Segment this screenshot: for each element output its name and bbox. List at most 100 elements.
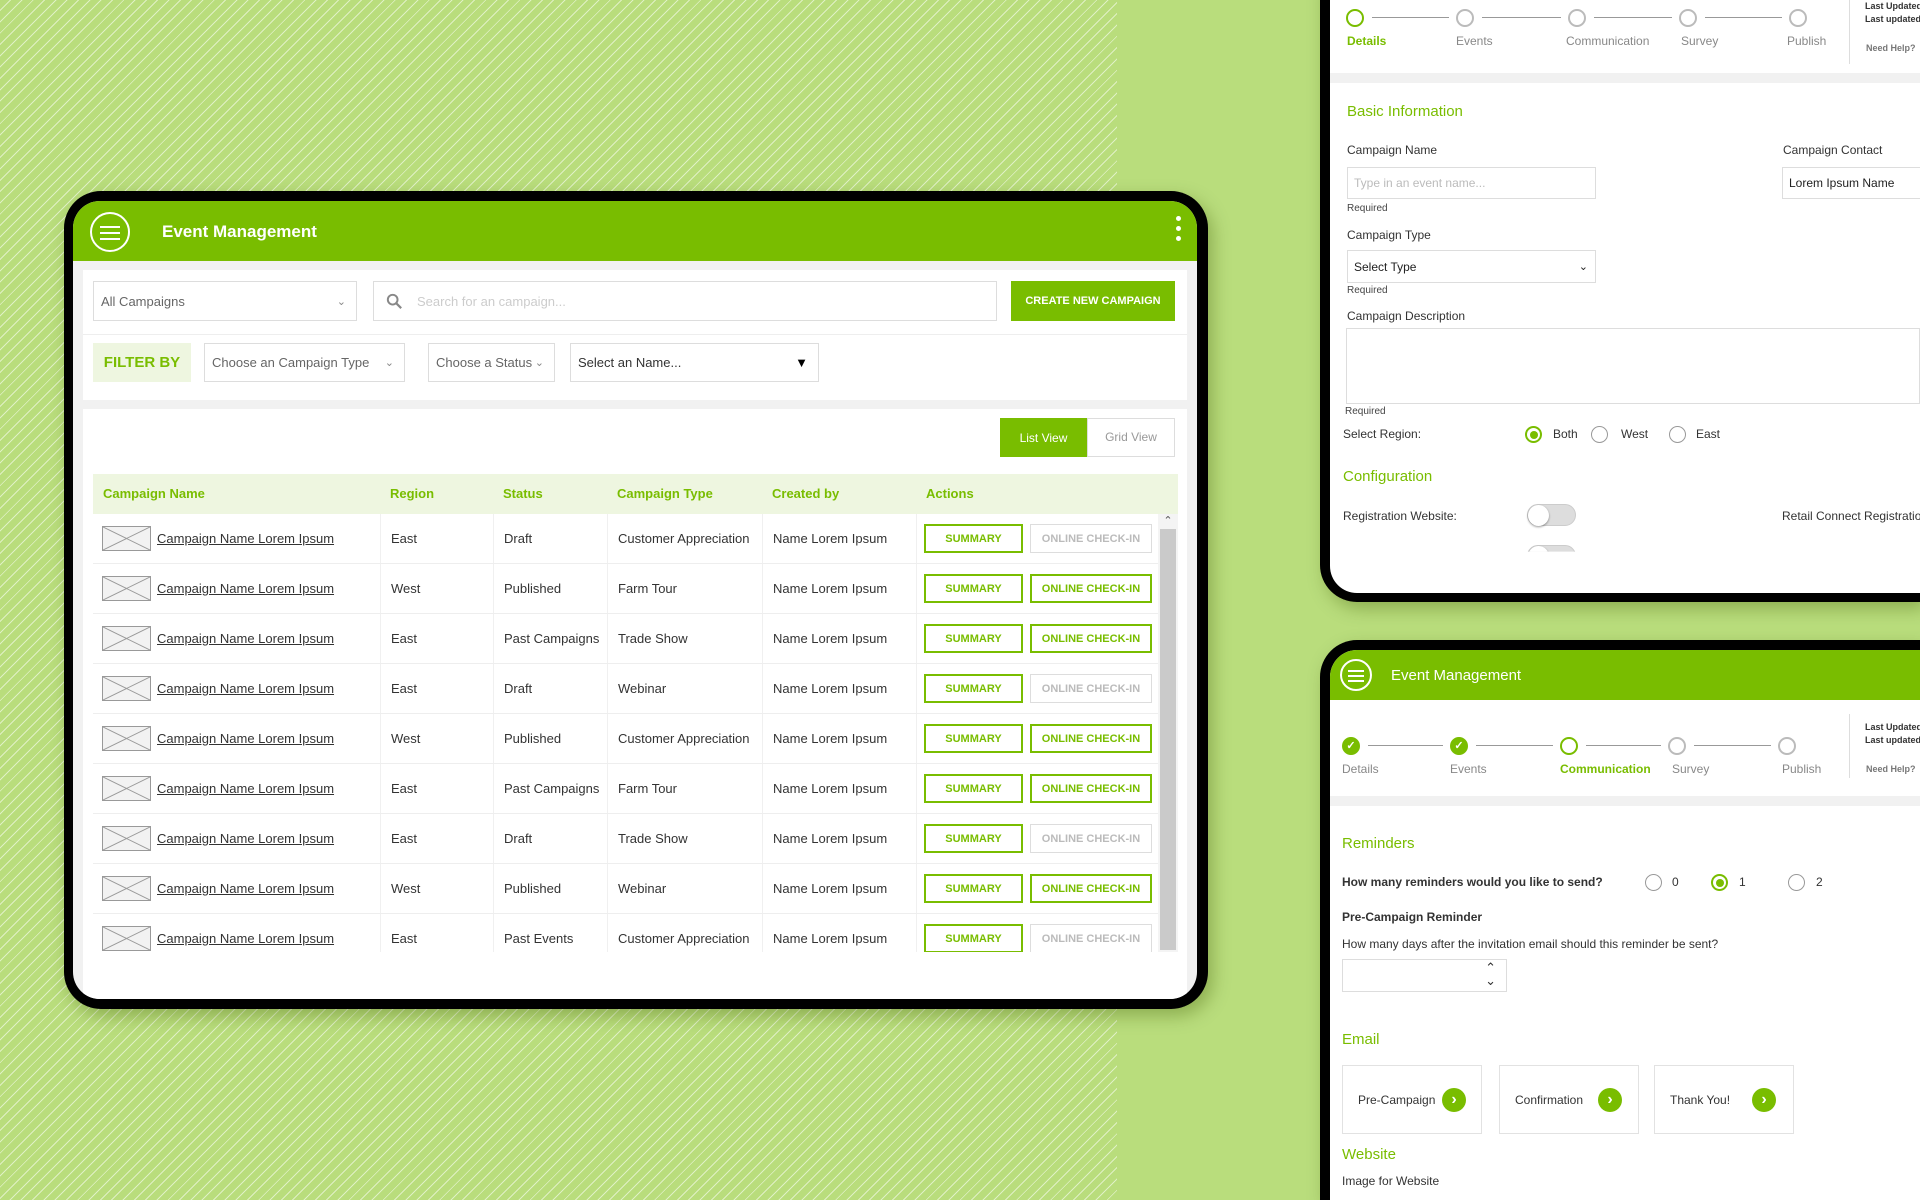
campaign-name-link[interactable]: Campaign Name Lorem Ipsum: [157, 781, 335, 796]
campaign-name-link[interactable]: Campaign Name Lorem Ipsum: [157, 831, 335, 846]
created-by-cell: Name Lorem Ipsum: [762, 864, 887, 913]
campaign-contact-input[interactable]: Lorem Ipsum Name: [1782, 167, 1920, 199]
step-complete-check-icon[interactable]: ✓: [1450, 737, 1468, 755]
days-number-stepper[interactable]: ⌃ ⌄: [1342, 959, 1507, 992]
table-body: Campaign Name Lorem Ipsum East Draft Cus…: [93, 514, 1158, 952]
campaign-name-link[interactable]: Campaign Name Lorem Ipsum: [157, 881, 335, 896]
step-circle-icon[interactable]: [1346, 9, 1364, 27]
campaign-name-link[interactable]: Campaign Name Lorem Ipsum: [157, 681, 335, 696]
reminder-radio-2[interactable]: [1788, 874, 1805, 891]
step-circle-icon[interactable]: [1789, 9, 1807, 27]
online-check-in-button[interactable]: ONLINE CHECK-IN: [1030, 624, 1152, 653]
kebab-icon[interactable]: [1176, 216, 1181, 241]
step-circle-icon[interactable]: [1778, 737, 1796, 755]
list-view-button[interactable]: List View: [1000, 418, 1087, 457]
region-radio-east[interactable]: [1669, 426, 1686, 443]
campaign-name-link[interactable]: Campaign Name Lorem Ipsum: [157, 931, 335, 946]
scrollbar-thumb[interactable]: [1160, 529, 1176, 950]
reminder-radio-0[interactable]: [1645, 874, 1662, 891]
email-card-pre-campaign[interactable]: Pre-Campaign ›: [1342, 1065, 1482, 1134]
summary-button[interactable]: SUMMARY: [924, 524, 1023, 553]
column-header[interactable]: Created by: [772, 486, 840, 501]
campaign-type-select[interactable]: Select Type ⌄: [1347, 250, 1596, 283]
step-label[interactable]: Details: [1347, 34, 1387, 48]
region-radio-west[interactable]: [1591, 426, 1608, 443]
stepper-up-icon[interactable]: ⌃: [1485, 960, 1496, 975]
summary-button[interactable]: SUMMARY: [924, 824, 1023, 853]
email-card-thank-you[interactable]: Thank You! ›: [1654, 1065, 1794, 1134]
step-circle-icon[interactable]: [1456, 9, 1474, 27]
step-connector: [1368, 745, 1443, 746]
campaign-name-link[interactable]: Campaign Name Lorem Ipsum: [157, 631, 335, 646]
campaign-name-input[interactable]: Type in an event name...: [1347, 167, 1596, 199]
step-label[interactable]: Survey: [1672, 762, 1710, 776]
step-label[interactable]: Publish: [1782, 762, 1822, 776]
online-check-in-button[interactable]: ONLINE CHECK-IN: [1030, 574, 1152, 603]
chevron-right-circle-icon[interactable]: ›: [1598, 1088, 1622, 1112]
summary-button[interactable]: SUMMARY: [924, 724, 1023, 753]
step-connector: [1705, 17, 1782, 18]
column-header[interactable]: Status: [503, 486, 543, 501]
online-check-in-button[interactable]: ONLINE CHECK-IN: [1030, 924, 1152, 952]
step-label[interactable]: Communication: [1560, 762, 1651, 776]
step-label[interactable]: Publish: [1787, 34, 1827, 48]
step-circle-icon[interactable]: [1668, 737, 1686, 755]
table-row: Campaign Name Lorem Ipsum East Draft Cus…: [93, 514, 1158, 564]
column-header[interactable]: Campaign Name: [103, 486, 205, 501]
chevron-right-circle-icon[interactable]: ›: [1442, 1088, 1466, 1112]
campaign-name-link[interactable]: Campaign Name Lorem Ipsum: [157, 581, 335, 596]
status-select[interactable]: Choose a Status ⌄: [428, 343, 555, 382]
online-check-in-button[interactable]: ONLINE CHECK-IN: [1030, 524, 1152, 553]
summary-button[interactable]: SUMMARY: [924, 924, 1023, 952]
actions-cell: [916, 914, 1158, 952]
grid-view-button[interactable]: Grid View: [1087, 418, 1175, 457]
hamburger-icon[interactable]: [1340, 659, 1372, 691]
summary-button[interactable]: SUMMARY: [924, 624, 1023, 653]
stepper-down-icon[interactable]: ⌄: [1485, 973, 1496, 988]
online-check-in-button[interactable]: ONLINE CHECK-IN: [1030, 874, 1152, 903]
step-label[interactable]: Events: [1450, 762, 1487, 776]
reminder-label-0: 0: [1672, 875, 1679, 889]
step-label[interactable]: Communication: [1566, 34, 1650, 48]
online-check-in-button[interactable]: ONLINE CHECK-IN: [1030, 674, 1152, 703]
hamburger-icon[interactable]: [90, 212, 130, 252]
status-cell: Draft: [493, 814, 532, 863]
create-new-campaign-button[interactable]: CREATE NEW CAMPAIGN: [1011, 281, 1175, 321]
region-radio-both[interactable]: [1525, 426, 1542, 443]
summary-button[interactable]: SUMMARY: [924, 674, 1023, 703]
need-help-link[interactable]: Need Help?: [1866, 764, 1916, 774]
online-check-in-button[interactable]: ONLINE CHECK-IN: [1030, 824, 1152, 853]
campaign-name-link[interactable]: Campaign Name Lorem Ipsum: [157, 731, 335, 746]
step-label[interactable]: Survey: [1681, 34, 1719, 48]
campaign-name-link[interactable]: Campaign Name Lorem Ipsum: [157, 531, 335, 546]
column-header[interactable]: Campaign Type: [617, 486, 713, 501]
summary-button[interactable]: SUMMARY: [924, 874, 1023, 903]
campaign-type-select[interactable]: Choose an Campaign Type ⌄: [204, 343, 405, 382]
reminder-radio-1[interactable]: [1711, 874, 1728, 891]
scroll-up-icon[interactable]: ⌃: [1163, 515, 1173, 527]
campaign-filter-select[interactable]: All Campaigns ⌄: [93, 281, 357, 321]
name-select[interactable]: Select an Name... ▼: [570, 343, 819, 382]
registration-website-toggle[interactable]: [1527, 504, 1576, 526]
online-check-in-button[interactable]: ONLINE CHECK-IN: [1030, 774, 1152, 803]
scrollbar[interactable]: ⌃: [1158, 514, 1178, 952]
column-header[interactable]: Region: [390, 486, 435, 501]
need-help-link[interactable]: Need Help?: [1866, 43, 1916, 53]
step-label[interactable]: Details: [1342, 762, 1379, 776]
step-circle-icon[interactable]: [1568, 9, 1586, 27]
chevron-down-icon: ⌄: [1578, 261, 1588, 273]
email-card-confirmation[interactable]: Confirmation ›: [1499, 1065, 1639, 1134]
step-complete-check-icon[interactable]: ✓: [1342, 737, 1360, 755]
summary-button[interactable]: SUMMARY: [924, 774, 1023, 803]
image-placeholder-icon: [102, 576, 151, 601]
campaign-description-textarea[interactable]: [1346, 328, 1920, 404]
step-label[interactable]: Events: [1456, 34, 1493, 48]
chevron-right-circle-icon[interactable]: ›: [1752, 1088, 1776, 1112]
step-circle-icon[interactable]: [1560, 737, 1578, 755]
summary-button[interactable]: SUMMARY: [924, 574, 1023, 603]
toggle[interactable]: [1527, 545, 1576, 552]
step-connector: [1586, 745, 1661, 746]
online-check-in-button[interactable]: ONLINE CHECK-IN: [1030, 724, 1152, 753]
search-input[interactable]: Search for an campaign...: [373, 281, 997, 321]
step-circle-icon[interactable]: [1679, 9, 1697, 27]
